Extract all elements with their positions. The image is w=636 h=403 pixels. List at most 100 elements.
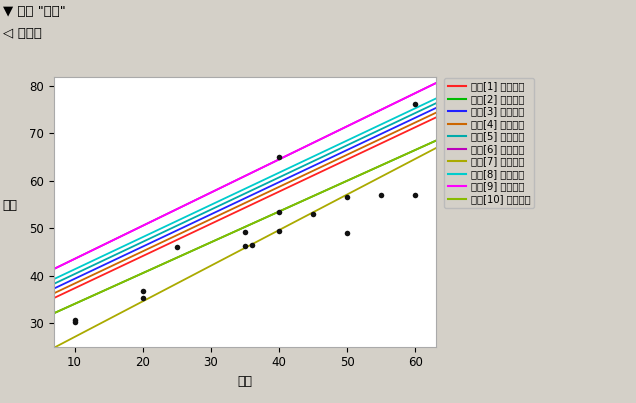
品种[3] 的拟合线 xyxy=(50,286,58,291)
Point xyxy=(69,316,80,323)
品种[10] 的拟合线 xyxy=(276,209,284,214)
品种[1] 的拟合线 xyxy=(432,115,439,120)
Line: 品种[9] 的拟合线: 品种[9] 的拟合线 xyxy=(54,83,436,269)
品种[4] 的拟合线 xyxy=(52,290,59,295)
品种[10] 的拟合线 xyxy=(50,311,58,316)
品种[9] 的拟合线 xyxy=(277,156,285,161)
Text: ▼ 响应 "产量": ▼ 响应 "产量" xyxy=(3,4,66,18)
品种[4] 的拟合线 xyxy=(276,184,284,189)
品种[10] 的拟合线 xyxy=(52,310,59,315)
品种[5] 的拟合线 xyxy=(277,174,285,179)
品种[3] 的拟合线 xyxy=(276,179,284,184)
Line: 品种[7] 的拟合线: 品种[7] 的拟合线 xyxy=(54,148,436,348)
品种[1] 的拟合线 xyxy=(50,295,58,300)
品种[4] 的拟合线 xyxy=(277,183,285,188)
品种[7] 的拟合线 xyxy=(276,227,284,232)
Line: 品种[6] 的拟合线: 品种[6] 的拟合线 xyxy=(54,83,436,269)
Y-axis label: 产量: 产量 xyxy=(3,199,18,212)
Point xyxy=(137,295,148,301)
品种[9] 的拟合线 xyxy=(52,266,59,271)
品种[10] 的拟合线 xyxy=(396,154,404,159)
品种[4] 的拟合线 xyxy=(432,110,439,115)
品种[9] 的拟合线 xyxy=(284,153,291,158)
Point xyxy=(342,230,352,236)
Point xyxy=(240,229,250,235)
品种[10] 的拟合线 xyxy=(372,166,380,170)
Point xyxy=(240,243,250,249)
Line: 品种[3] 的拟合线: 品种[3] 的拟合线 xyxy=(54,108,436,289)
品种[9] 的拟合线 xyxy=(396,98,404,103)
品种[5] 的拟合线 xyxy=(276,174,284,179)
Line: 品种[4] 的拟合线: 品种[4] 的拟合线 xyxy=(54,113,436,293)
品种[1] 的拟合线 xyxy=(284,185,291,190)
品种[7] 的拟合线 xyxy=(50,345,58,350)
品种[8] 的拟合线 xyxy=(396,113,404,118)
品种[8] 的拟合线 xyxy=(276,170,284,174)
品种[2] 的拟合线 xyxy=(50,311,58,316)
品种[5] 的拟合线 xyxy=(50,281,58,286)
Point xyxy=(274,208,284,215)
品种[6] 的拟合线 xyxy=(396,98,404,103)
品种[8] 的拟合线 xyxy=(52,276,59,281)
品种[7] 的拟合线 xyxy=(277,226,285,231)
Line: 品种[8] 的拟合线: 品种[8] 的拟合线 xyxy=(54,99,436,279)
品种[8] 的拟合线 xyxy=(277,169,285,174)
品种[6] 的拟合线 xyxy=(52,266,59,271)
品种[6] 的拟合线 xyxy=(284,153,291,158)
Text: ◁ 回归图: ◁ 回归图 xyxy=(3,27,42,40)
品种[6] 的拟合线 xyxy=(277,156,285,161)
品种[3] 的拟合线 xyxy=(277,179,285,183)
品种[9] 的拟合线 xyxy=(372,110,380,115)
品种[1] 的拟合线 xyxy=(52,295,59,300)
品种[2] 的拟合线 xyxy=(432,138,439,143)
品种[5] 的拟合线 xyxy=(284,171,291,176)
Point xyxy=(342,194,352,201)
品种[5] 的拟合线 xyxy=(52,281,59,286)
品种[8] 的拟合线 xyxy=(372,125,380,129)
品种[1] 的拟合线 xyxy=(396,132,404,137)
品种[1] 的拟合线 xyxy=(372,143,380,148)
品种[4] 的拟合线 xyxy=(372,139,380,143)
品种[6] 的拟合线 xyxy=(432,81,439,85)
品种[3] 的拟合线 xyxy=(432,106,439,110)
Line: 品种[1] 的拟合线: 品种[1] 的拟合线 xyxy=(54,118,436,298)
品种[3] 的拟合线 xyxy=(372,134,380,139)
品种[9] 的拟合线 xyxy=(432,81,439,85)
品种[7] 的拟合线 xyxy=(284,223,291,228)
品种[5] 的拟合线 xyxy=(372,129,380,134)
品种[1] 的拟合线 xyxy=(276,189,284,193)
Line: 品种[5] 的拟合线: 品种[5] 的拟合线 xyxy=(54,104,436,284)
品种[7] 的拟合线 xyxy=(396,164,404,169)
Point xyxy=(410,192,420,198)
品种[2] 的拟合线 xyxy=(372,166,380,170)
品种[9] 的拟合线 xyxy=(276,156,284,161)
品种[2] 的拟合线 xyxy=(277,208,285,213)
品种[8] 的拟合线 xyxy=(432,96,439,101)
品种[2] 的拟合线 xyxy=(276,209,284,214)
品种[2] 的拟合线 xyxy=(284,205,291,210)
品种[4] 的拟合线 xyxy=(396,127,404,132)
品种[7] 的拟合线 xyxy=(372,177,380,182)
品种[10] 的拟合线 xyxy=(277,208,285,213)
品种[7] 的拟合线 xyxy=(52,345,59,349)
品种[8] 的拟合线 xyxy=(50,276,58,281)
品种[6] 的拟合线 xyxy=(276,156,284,161)
品种[4] 的拟合线 xyxy=(50,291,58,296)
Point xyxy=(274,227,284,234)
X-axis label: 湿度: 湿度 xyxy=(237,375,252,388)
品种[5] 的拟合线 xyxy=(396,118,404,123)
Point xyxy=(247,241,257,248)
品种[2] 的拟合线 xyxy=(52,310,59,315)
品种[8] 的拟合线 xyxy=(284,166,291,171)
品种[10] 的拟合线 xyxy=(432,138,439,143)
品种[2] 的拟合线 xyxy=(396,154,404,159)
Point xyxy=(274,154,284,160)
品种[9] 的拟合线 xyxy=(50,266,58,271)
Line: 品种[10] 的拟合线: 品种[10] 的拟合线 xyxy=(54,141,436,313)
品种[10] 的拟合线 xyxy=(284,205,291,210)
品种[3] 的拟合线 xyxy=(284,176,291,181)
Legend: 品种[1] 的拟合线, 品种[2] 的拟合线, 品种[3] 的拟合线, 品种[4] 的拟合线, 品种[5] 的拟合线, 品种[6] 的拟合线, 品种[7] 的拟: 品种[1] 的拟合线, 品种[2] 的拟合线, 品种[3] 的拟合线, 品种[4… xyxy=(444,77,534,208)
品种[4] 的拟合线 xyxy=(284,181,291,185)
Point xyxy=(137,287,148,294)
品种[1] 的拟合线 xyxy=(277,188,285,193)
